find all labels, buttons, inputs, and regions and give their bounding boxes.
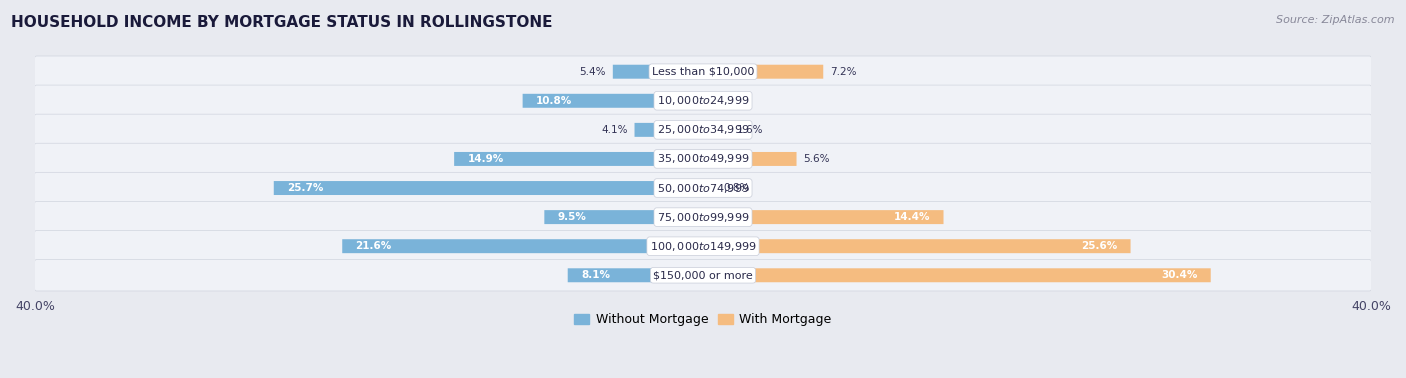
Text: 1.6%: 1.6% bbox=[737, 125, 763, 135]
FancyBboxPatch shape bbox=[34, 114, 1372, 146]
FancyBboxPatch shape bbox=[544, 210, 703, 224]
FancyBboxPatch shape bbox=[34, 85, 1372, 116]
Text: $100,000 to $149,999: $100,000 to $149,999 bbox=[650, 240, 756, 253]
FancyBboxPatch shape bbox=[568, 268, 703, 282]
Legend: Without Mortgage, With Mortgage: Without Mortgage, With Mortgage bbox=[569, 308, 837, 332]
FancyBboxPatch shape bbox=[274, 181, 703, 195]
Text: HOUSEHOLD INCOME BY MORTGAGE STATUS IN ROLLINGSTONE: HOUSEHOLD INCOME BY MORTGAGE STATUS IN R… bbox=[11, 15, 553, 30]
Text: 14.9%: 14.9% bbox=[468, 154, 503, 164]
FancyBboxPatch shape bbox=[34, 143, 1372, 175]
Text: 0.8%: 0.8% bbox=[723, 183, 749, 193]
Text: $50,000 to $74,999: $50,000 to $74,999 bbox=[657, 181, 749, 195]
Text: 10.8%: 10.8% bbox=[536, 96, 572, 106]
Text: $150,000 or more: $150,000 or more bbox=[654, 270, 752, 280]
Text: 30.4%: 30.4% bbox=[1161, 270, 1198, 280]
Text: 5.4%: 5.4% bbox=[579, 67, 606, 77]
Text: 4.1%: 4.1% bbox=[602, 125, 628, 135]
FancyBboxPatch shape bbox=[454, 152, 703, 166]
Text: $75,000 to $99,999: $75,000 to $99,999 bbox=[657, 211, 749, 224]
Text: 21.6%: 21.6% bbox=[356, 241, 392, 251]
Text: 9.5%: 9.5% bbox=[558, 212, 586, 222]
Text: $35,000 to $49,999: $35,000 to $49,999 bbox=[657, 152, 749, 166]
Text: 5.6%: 5.6% bbox=[803, 154, 830, 164]
FancyBboxPatch shape bbox=[34, 201, 1372, 233]
Text: 14.4%: 14.4% bbox=[894, 212, 931, 222]
Text: Less than $10,000: Less than $10,000 bbox=[652, 67, 754, 77]
Text: 8.1%: 8.1% bbox=[581, 270, 610, 280]
Text: 25.6%: 25.6% bbox=[1081, 241, 1118, 251]
FancyBboxPatch shape bbox=[523, 94, 703, 108]
Text: Source: ZipAtlas.com: Source: ZipAtlas.com bbox=[1277, 15, 1395, 25]
FancyBboxPatch shape bbox=[613, 65, 703, 79]
FancyBboxPatch shape bbox=[634, 123, 703, 137]
FancyBboxPatch shape bbox=[703, 210, 943, 224]
FancyBboxPatch shape bbox=[703, 65, 824, 79]
Text: 7.2%: 7.2% bbox=[830, 67, 856, 77]
Text: $10,000 to $24,999: $10,000 to $24,999 bbox=[657, 94, 749, 107]
FancyBboxPatch shape bbox=[703, 152, 797, 166]
FancyBboxPatch shape bbox=[34, 231, 1372, 262]
Text: 25.7%: 25.7% bbox=[287, 183, 323, 193]
FancyBboxPatch shape bbox=[34, 56, 1372, 87]
FancyBboxPatch shape bbox=[703, 181, 717, 195]
FancyBboxPatch shape bbox=[342, 239, 703, 253]
FancyBboxPatch shape bbox=[34, 172, 1372, 204]
FancyBboxPatch shape bbox=[34, 260, 1372, 291]
FancyBboxPatch shape bbox=[703, 268, 1211, 282]
FancyBboxPatch shape bbox=[703, 123, 730, 137]
Text: $25,000 to $34,999: $25,000 to $34,999 bbox=[657, 123, 749, 136]
FancyBboxPatch shape bbox=[703, 239, 1130, 253]
